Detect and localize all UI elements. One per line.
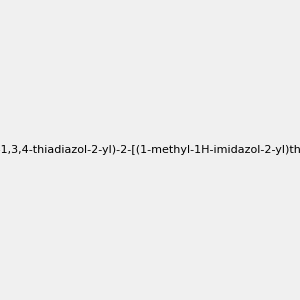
Text: N-(5-cyclohexyl-1,3,4-thiadiazol-2-yl)-2-[(1-methyl-1H-imidazol-2-yl)thio]propan: N-(5-cyclohexyl-1,3,4-thiadiazol-2-yl)-2… — [0, 145, 300, 155]
